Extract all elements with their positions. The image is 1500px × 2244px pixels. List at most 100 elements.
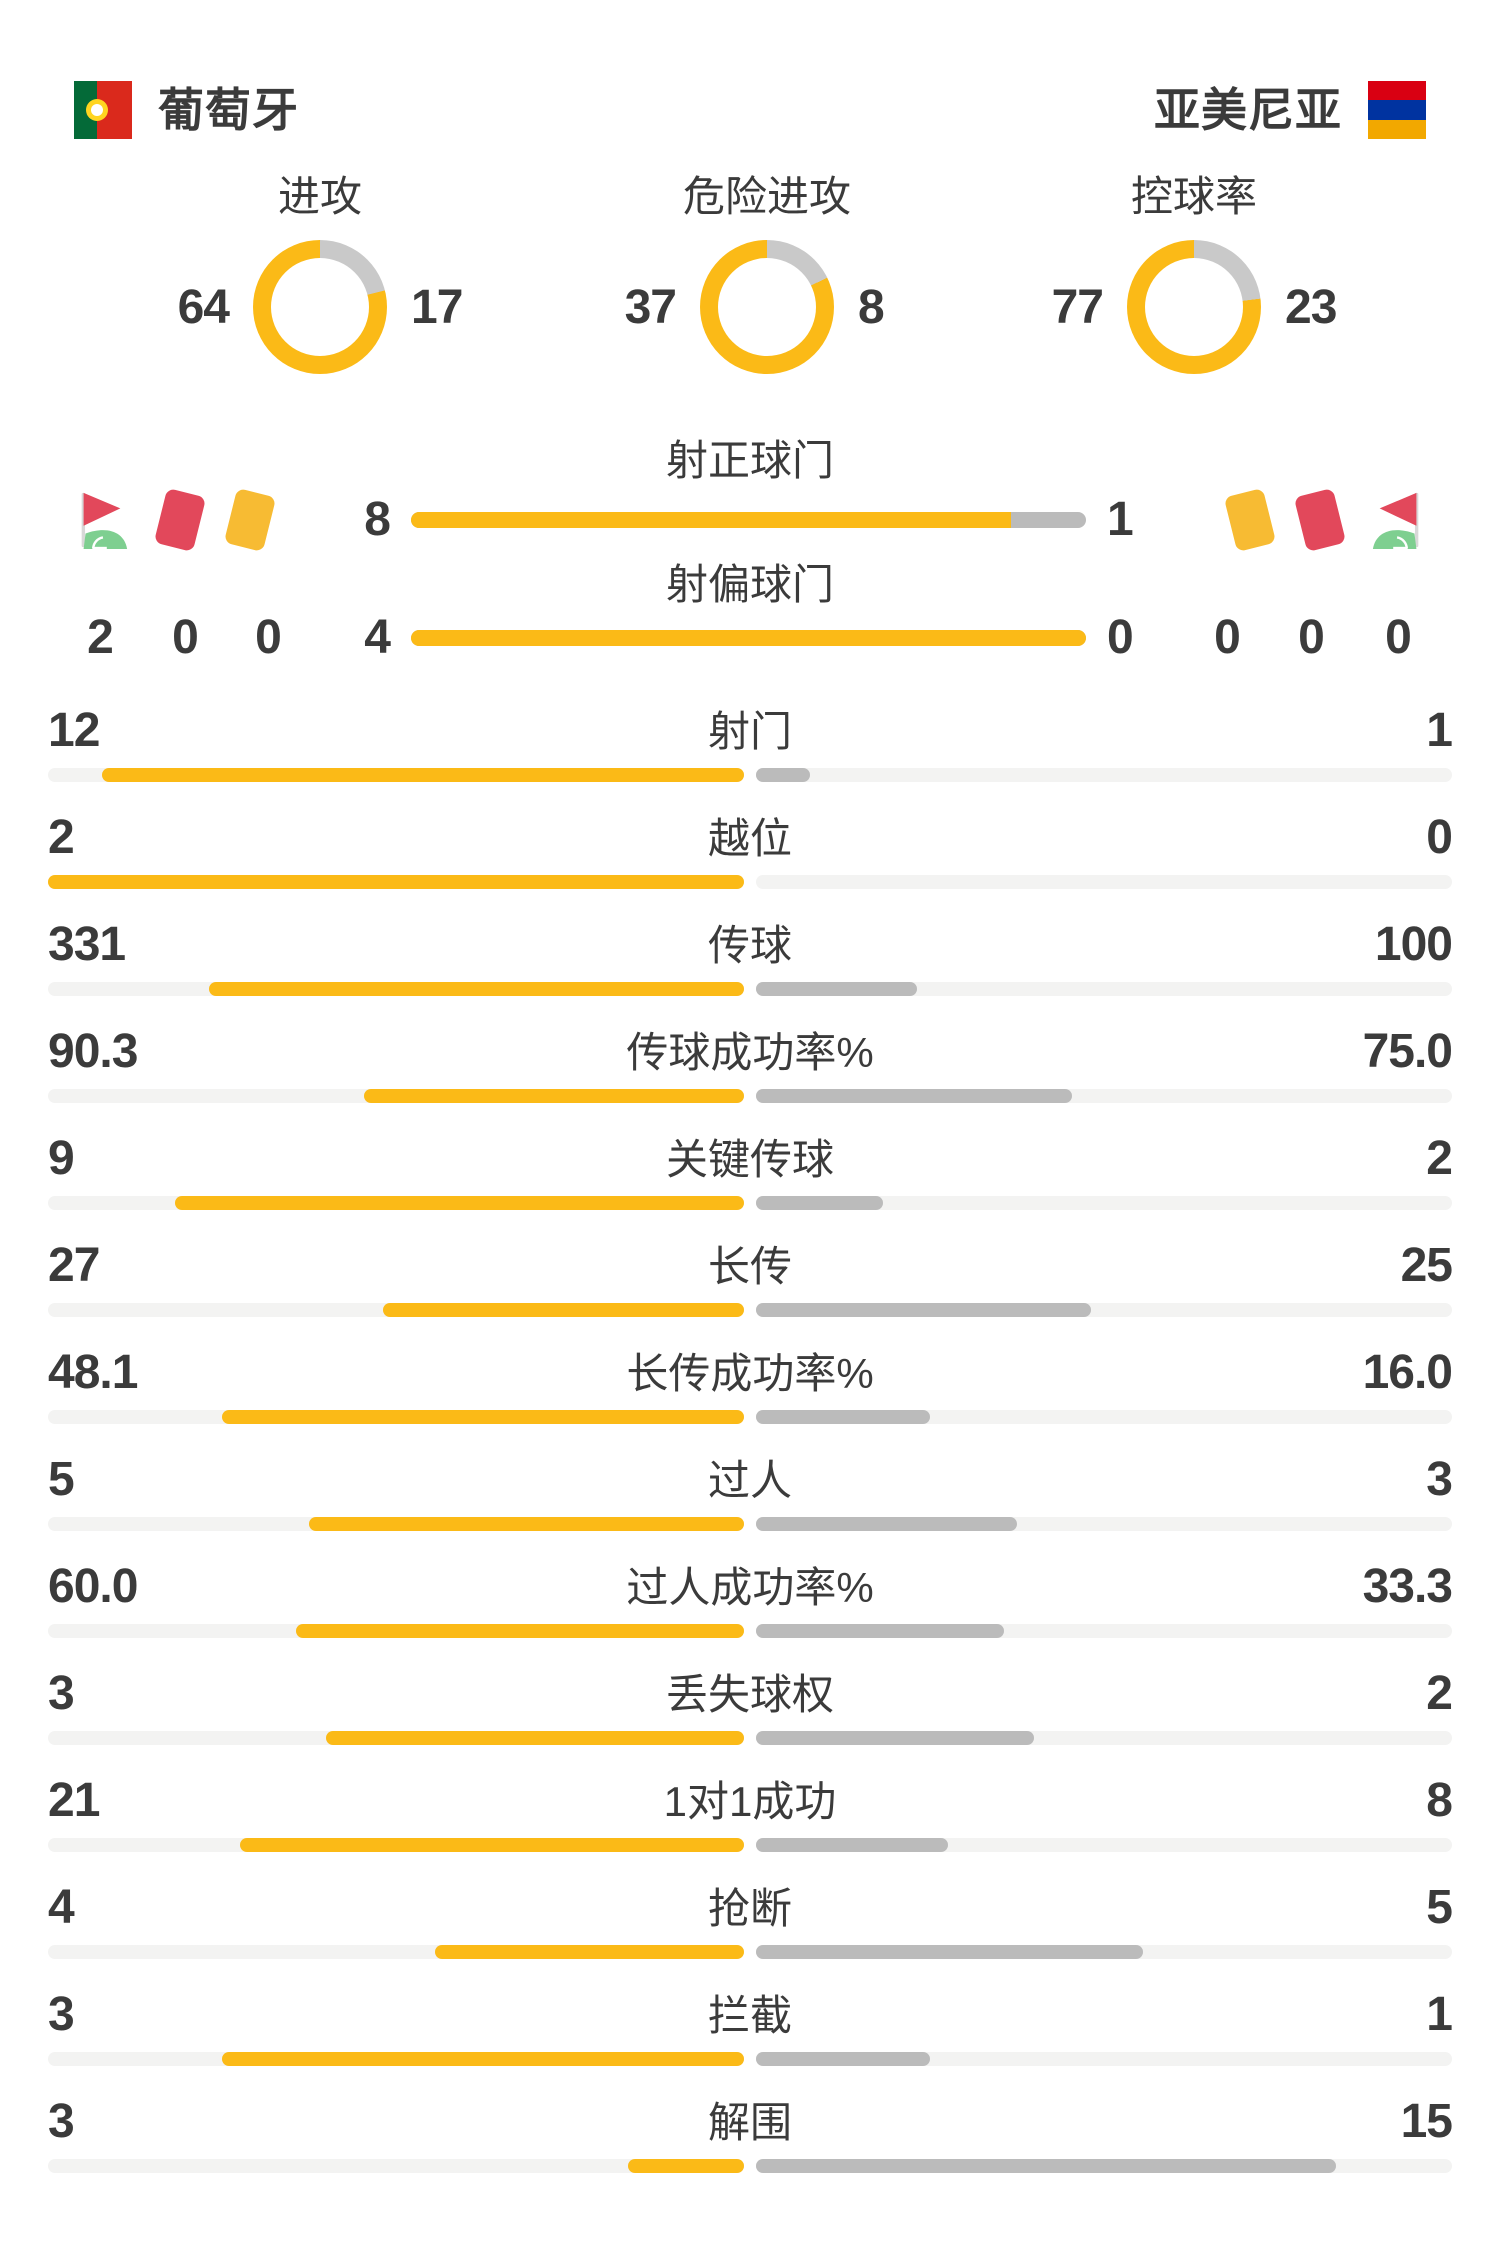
shots-on-home-value: 8: [364, 493, 391, 546]
stat-bar-home: [363, 1089, 744, 1103]
stat-row: 2 越位 0: [48, 809, 1453, 916]
stat-away-value: 75.0: [1362, 1025, 1453, 1078]
donut-title: 控球率: [1130, 173, 1257, 220]
stat-row: 12 射门 1: [48, 702, 1453, 809]
stat-home-value: 3: [48, 1988, 75, 2041]
stat-label: 丢失球权: [665, 1671, 834, 1718]
shots-off-home-value: 4: [364, 611, 391, 664]
stat-home-value: 60.0: [48, 1560, 138, 1613]
stat-home-value: 21: [48, 1774, 100, 1827]
stat-bar-home: [434, 1945, 744, 1959]
stat-bar-away-track: [756, 2159, 1452, 2173]
stat-home-value: 90.3: [48, 1025, 138, 1078]
stat-bar-home: [240, 1838, 744, 1852]
stat-bar-away: [756, 1089, 1072, 1103]
stat-bar-away-track: [756, 1945, 1452, 1959]
stat-bar-away: [756, 2159, 1336, 2173]
stat-label: 拦截: [707, 1992, 792, 2039]
shots-on-bar: [411, 512, 1086, 528]
stat-bar-home-track: [48, 1303, 744, 1317]
stat-away-value: 25: [1400, 1239, 1453, 1292]
stat-label: 解围: [707, 2099, 792, 2146]
stat-bar-home-track: [48, 875, 744, 889]
stat-bar-away-track: [756, 1517, 1452, 1531]
stat-bar-home-track: [48, 768, 744, 782]
donut-home-value: 77: [1051, 280, 1104, 334]
shots-off-target-title: 射偏球门: [665, 561, 834, 608]
stat-bar-home-track: [48, 1517, 744, 1531]
stat-home-value: 331: [48, 918, 126, 971]
stat-bar-home-track: [48, 1624, 744, 1638]
stat-away-value: 1: [1426, 1988, 1453, 2041]
stat-bar-away-track: [756, 1303, 1452, 1317]
donut-title: 进攻: [277, 173, 362, 220]
stat-bar-away: [756, 1624, 1005, 1638]
stat-bar-home: [48, 875, 744, 889]
donut-ring-chart: [253, 240, 387, 374]
stat-label: 长传成功率%: [626, 1350, 874, 1397]
stat-bar-home-track: [48, 1196, 744, 1210]
stat-bar-away: [756, 1410, 930, 1424]
yellow-card-icon: [223, 487, 277, 553]
stat-away-value: 2: [1426, 1667, 1453, 1720]
yellow-cards-home-value: 0: [255, 611, 282, 664]
stat-row: 5 过人 3: [48, 1451, 1453, 1558]
stat-bar-home-track: [48, 2159, 744, 2173]
stat-bar-away: [756, 1731, 1035, 1745]
stat-bar-away: [756, 2052, 930, 2066]
away-discipline-icons: [1223, 487, 1428, 553]
stat-away-value: 0: [1426, 811, 1453, 864]
stat-away-value: 15: [1400, 2095, 1453, 2148]
stat-bar-home: [101, 768, 744, 782]
stat-bar-away-track: [756, 875, 1452, 889]
stat-label: 长传: [707, 1243, 792, 1290]
stat-home-value: 12: [48, 704, 100, 757]
home-team-name: 葡萄牙: [158, 84, 299, 136]
stat-away-value: 8: [1426, 1774, 1453, 1827]
stat-bar-away-track: [756, 768, 1452, 782]
stat-row: 21 1对1成功 8: [48, 1772, 1453, 1879]
donut-away-value: 23: [1285, 280, 1337, 334]
stat-label: 传球成功率%: [626, 1029, 874, 1076]
stat-label: 越位: [707, 815, 792, 862]
stat-bar-home: [627, 2159, 744, 2173]
stat-bar-away: [756, 1303, 1091, 1317]
stat-home-value: 4: [48, 1881, 75, 1934]
stat-bar-home-track: [48, 2052, 744, 2066]
stat-label: 射门: [707, 708, 792, 755]
red-card-icon: [1293, 487, 1347, 553]
stat-row: 4 抢断 5: [48, 1879, 1453, 1986]
stat-bar-away-track: [756, 1410, 1452, 1424]
stat-bar-away-track: [756, 1731, 1452, 1745]
stat-bar-home: [174, 1196, 744, 1210]
stat-row: 331 传球 100: [48, 916, 1453, 1023]
donut-away-value: 17: [411, 280, 463, 334]
yellow-cards-away-value: 0: [1214, 611, 1241, 664]
stat-home-value: 5: [48, 1453, 75, 1506]
stat-row: 3 拦截 1: [48, 1986, 1453, 2093]
donut-title: 危险进攻: [682, 173, 851, 220]
stat-bar-home: [309, 1517, 744, 1531]
stat-row: 3 丢失球权 2: [48, 1665, 1453, 1772]
stat-bar-home: [222, 2052, 744, 2066]
stat-row: 48.1 长传成功率% 16.0: [48, 1344, 1453, 1451]
stat-row: 9 关键传球 2: [48, 1130, 1453, 1237]
yellow-card-icon: [1223, 487, 1277, 553]
stat-bar-away-track: [756, 1196, 1452, 1210]
stat-bar-away-track: [756, 982, 1452, 996]
stats-list: 12 射门 1 2 越位 0 331 传球: [48, 702, 1453, 2200]
stat-away-value: 5: [1426, 1881, 1453, 1934]
stat-bar-away-track: [756, 1838, 1452, 1852]
stat-away-value: 1: [1426, 704, 1453, 757]
corner-flag-icon: [1372, 492, 1419, 550]
stat-bar-home: [382, 1303, 744, 1317]
stat-row: 90.3 传球成功率% 75.0: [48, 1023, 1453, 1130]
home-discipline-icons: [72, 487, 277, 553]
corner-flag-icon: [81, 492, 128, 550]
stat-row: 27 长传 25: [48, 1237, 1453, 1344]
stat-bar-away-track: [756, 1624, 1452, 1638]
stat-label: 1对1成功: [663, 1778, 837, 1825]
red-cards-home-value: 0: [172, 611, 199, 664]
stat-label: 传球: [707, 922, 792, 969]
